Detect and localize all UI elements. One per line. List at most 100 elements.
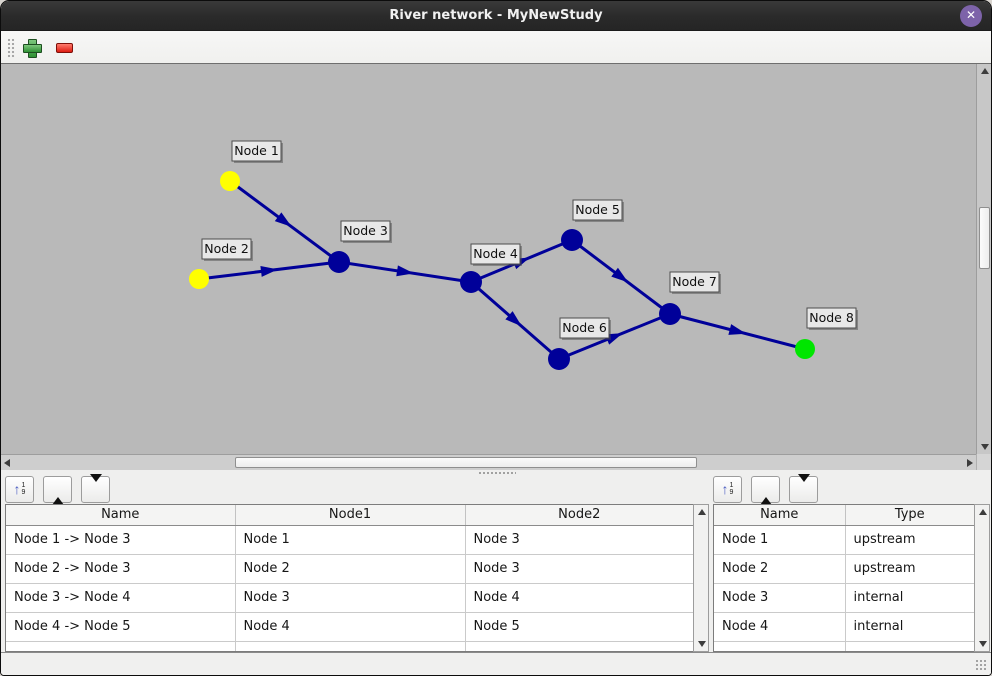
table-cell[interactable]: Node 3: [714, 583, 846, 613]
table-cell[interactable]: Node 2: [235, 554, 466, 584]
edges-table: Name Node1 Node2 Node 1 -> Node 3 Node 1 Nod…: [6, 505, 693, 651]
sort-1-9-icon: ↑ 1 9: [721, 481, 734, 498]
scroll-up-icon[interactable]: [979, 509, 987, 515]
table-cell[interactable]: Node 4: [235, 612, 466, 642]
table-cell[interactable]: Node 1: [235, 525, 466, 555]
minus-icon: [55, 42, 73, 53]
scroll-down-icon[interactable]: [979, 641, 987, 647]
splitter-handle[interactable]: [478, 471, 516, 475]
table-cell[interactable]: Node 1 -> Node 3: [6, 525, 236, 555]
node-label-box[interactable]: [669, 271, 720, 293]
table-cell[interactable]: Node 3: [235, 583, 466, 613]
table-cell[interactable]: Node 1: [714, 525, 846, 555]
node-label-box[interactable]: [231, 140, 282, 162]
table-cell[interactable]: Node 3: [465, 554, 693, 584]
edge-arrow-icon: [611, 267, 629, 283]
node-label: Node 7: [672, 274, 717, 289]
scroll-up-icon[interactable]: [981, 68, 989, 74]
table-cell[interactable]: Node 5: [465, 612, 693, 642]
node-circle[interactable]: [328, 251, 350, 273]
nodes-table-toolbar: ↑ 1 9: [713, 474, 822, 505]
column-header[interactable]: Node2: [465, 505, 693, 526]
plus-icon: [22, 39, 42, 58]
table-row[interactable]: Node 4 internal: [714, 612, 974, 642]
close-button[interactable]: ✕: [960, 5, 982, 27]
scroll-right-icon[interactable]: [967, 459, 973, 467]
network-diagram[interactable]: Node 1 Node 2 Node 3 Node 4 Node 5 Node 6 Node…: [1, 64, 976, 454]
node-circle[interactable]: [460, 271, 482, 293]
node-circle[interactable]: [561, 229, 583, 251]
canvas-vertical-scrollbar[interactable]: [976, 64, 991, 454]
scroll-down-icon[interactable]: [698, 641, 706, 647]
table-cell[interactable]: upstream: [845, 525, 974, 555]
scroll-down-icon[interactable]: [981, 444, 989, 450]
table-row[interactable]: Node 2 -> Node 3 Node 2 Node 3: [6, 554, 693, 584]
table-row[interactable]: Node 1 -> Node 3 Node 1 Node 3: [6, 525, 693, 555]
nodes-table-header-row: Name Type: [714, 505, 974, 526]
table-cell[interactable]: Node 2 -> Node 3: [6, 554, 236, 584]
column-header[interactable]: Node1: [235, 505, 466, 526]
node-circle[interactable]: [795, 339, 815, 359]
table-cell[interactable]: Node 3: [465, 525, 693, 555]
toolbar-drag-handle[interactable]: [7, 38, 15, 58]
nodes-move-up-button[interactable]: [751, 476, 781, 505]
nodes-table-scrollbar[interactable]: [974, 504, 990, 652]
table-cell[interactable]: internal: [845, 612, 974, 642]
node-circle[interactable]: [659, 303, 681, 325]
column-header[interactable]: Name: [6, 505, 236, 526]
table-cell[interactable]: internal: [845, 583, 974, 613]
nodes-move-down-button[interactable]: [789, 474, 819, 503]
table-row[interactable]: Node 1 upstream: [714, 525, 974, 555]
scroll-up-icon[interactable]: [698, 509, 706, 515]
node-label-box[interactable]: [201, 238, 252, 260]
table-row[interactable]: Node 3 internal: [714, 583, 974, 613]
canvas-horizontal-scrollbar[interactable]: [1, 454, 976, 470]
status-bar: [1, 652, 991, 675]
edges-table-toolbar: ↑ 1 9: [5, 474, 114, 505]
table-cell: [235, 641, 466, 651]
titlebar[interactable]: River network - MyNewStudy ✕: [1, 1, 991, 31]
node-label-box[interactable]: [572, 199, 623, 221]
table-cell[interactable]: Node 4: [714, 612, 846, 642]
edges-move-down-button[interactable]: [81, 474, 111, 503]
table-row[interactable]: Node 3 -> Node 4 Node 3 Node 4: [6, 583, 693, 613]
node-label: Node 6: [562, 320, 607, 335]
edges-table-container: Name Node1 Node2 Node 1 -> Node 3 Node 1 Nod…: [5, 504, 694, 652]
table-row-partial: [6, 641, 693, 651]
node-label-box[interactable]: [340, 220, 391, 242]
table-cell[interactable]: Node 4 -> Node 5: [6, 612, 236, 642]
node-label-box[interactable]: [806, 307, 857, 329]
table-cell[interactable]: Node 2: [714, 554, 846, 584]
node-label-box[interactable]: [470, 243, 521, 265]
table-cell[interactable]: Node 4: [465, 583, 693, 613]
column-header[interactable]: Type: [845, 505, 974, 526]
node-label: Node 8: [809, 310, 854, 325]
vertical-scroll-thumb[interactable]: [979, 207, 990, 269]
scroll-left-icon[interactable]: [4, 459, 10, 467]
node-circle[interactable]: [548, 348, 570, 370]
add-node-button[interactable]: [18, 35, 44, 60]
table-cell[interactable]: upstream: [845, 554, 974, 584]
edges-table-scrollbar[interactable]: [693, 504, 709, 652]
edge-arrow-icon: [396, 265, 414, 277]
table-row[interactable]: Node 2 upstream: [714, 554, 974, 584]
horizontal-scroll-thumb[interactable]: [235, 457, 697, 468]
triangle-down-icon: [797, 474, 810, 497]
sort-1-9-icon: ↑ 1 9: [13, 481, 26, 498]
scrollbar-corner: [976, 454, 991, 470]
node-label-box[interactable]: [559, 317, 610, 339]
edges-sort-button[interactable]: ↑ 1 9: [5, 476, 34, 503]
node-circle[interactable]: [189, 269, 209, 289]
nodes-sort-button[interactable]: ↑ 1 9: [713, 476, 742, 503]
resize-grip[interactable]: [975, 659, 988, 672]
edge-arrow-icon: [274, 212, 292, 227]
river-network-canvas[interactable]: Node 1 Node 2 Node 3 Node 4 Node 5 Node 6 Node…: [1, 64, 976, 454]
edges-move-up-button[interactable]: [43, 476, 73, 505]
remove-node-button[interactable]: [51, 35, 77, 60]
table-row[interactable]: Node 4 -> Node 5 Node 4 Node 5: [6, 612, 693, 642]
table-cell[interactable]: Node 3 -> Node 4: [6, 583, 236, 613]
node-circle[interactable]: [220, 171, 240, 191]
triangle-up-icon: [51, 482, 64, 505]
column-header[interactable]: Name: [714, 505, 846, 526]
triangle-down-icon: [89, 474, 102, 497]
